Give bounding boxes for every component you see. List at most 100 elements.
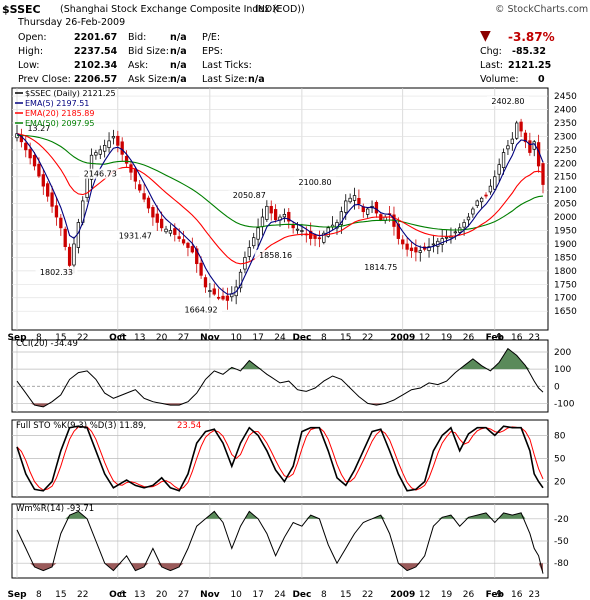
x-tick-label: 2009 [390,333,415,343]
sto-tick-label: 50 [554,455,566,465]
ask-label: Ask: [128,60,149,71]
candle-body [374,201,379,214]
price-tick-label: 2100 [554,186,577,196]
candle-body [181,239,186,244]
volume-value: 0 [538,74,545,85]
candle-body [339,211,344,225]
price-legend-entry: EMA(5) 2197.51 [25,99,89,108]
price-legend-entry: $SSEC (Daily) 2121.25 [25,89,116,98]
candle-body [186,242,190,248]
price-tick-label: 2450 [554,92,577,102]
candle-body [142,193,146,200]
candle-body [173,228,177,235]
candle-body [541,163,545,185]
sto-tick-label: 20 [554,478,566,488]
x-tick-label: 19 [441,590,453,600]
x-tick-label: 23 [529,590,540,600]
candle-body [418,250,422,253]
candle-body [72,243,76,266]
candle-body [344,200,348,213]
x-tick-label: 26 [463,590,475,600]
wpr-tick-label: -50 [554,537,569,547]
candle-body [453,231,457,234]
x-tick-label: 24 [274,333,286,343]
sto-k-line [16,425,544,492]
x-tick-label: 8 [36,590,42,600]
candle-body [151,207,155,218]
x-tick-label: 9 [496,590,502,600]
candle-body [484,194,488,197]
candle-body [409,247,414,252]
bid-value: n/a [170,32,187,43]
x-tick-label: Sep [7,590,27,600]
x-tick-label: 6 [119,333,125,343]
candle-body [46,183,50,197]
wpr-legend: Wm%R(14) -93.71 [16,504,94,514]
exchange-label: INDX [255,4,279,15]
x-tick-label: 10 [230,333,242,343]
candle-body [265,205,269,220]
eps-label: EPS: [202,46,223,57]
candle-body [216,296,221,299]
x-tick-label: Nov [200,333,220,343]
price-panel-frame [11,87,549,331]
candle-body [98,149,102,155]
down-arrow-icon: ▼ [480,28,491,44]
open-value: 2201.67 [74,32,118,43]
price-tick-label: 1700 [554,294,577,304]
candle-body [501,152,506,168]
price-tick-label: 2300 [554,132,577,142]
bid-label: Bid: [128,32,147,43]
x-tick-label: 22 [362,333,373,343]
x-tick-label: 8 [321,333,327,343]
cci-oversold-fill [17,403,543,407]
prev-close-value: 2206.57 [74,74,118,85]
candle-body [247,247,251,257]
price-annotation: 1802.33 [40,268,73,277]
price-annotation: 2050.87 [233,191,266,200]
change-label: Chg: [480,46,502,57]
candle-body [462,222,466,228]
x-tick-label: 8 [36,333,42,343]
candle-body [133,168,138,182]
price-annotation: 1931.47 [119,232,152,241]
sto-d-line [16,426,544,491]
price-annotation-bg [180,304,222,315]
candle-body [401,239,405,245]
price-annotation-bg [114,230,157,241]
price-tick-label: 1850 [554,253,577,263]
candle-body [124,155,129,164]
percent-change: -3.87% [508,30,555,44]
price-tick-label: 2250 [554,146,577,156]
high-label: High: [18,46,44,57]
x-tick-label: 26 [463,333,475,343]
price-annotation-bg [254,249,297,260]
x-tick-label: 24 [274,590,286,600]
sto-legend: Full STO %K(9,3) %D(3) 11.89, [16,421,146,431]
candle-body [414,247,418,253]
candle-body [41,174,45,187]
x-tick-label: Dec [292,590,311,600]
candle-body [273,209,278,221]
candle-body [190,246,194,253]
sto-tick-label: 80 [554,431,566,441]
x-tick-label: 16 [511,333,523,343]
cci-line [16,347,544,408]
x-tick-label: 22 [77,333,88,343]
candle-body [24,142,28,151]
price-annotation-bg [79,168,122,179]
low-label: Low: [18,60,40,71]
x-tick-label: 15 [55,590,66,600]
price-tick-label: 2150 [554,173,577,183]
candle-body [357,198,361,204]
candle-body [444,236,449,239]
cci-tick-label: 200 [554,348,571,358]
bid-size-value: n/a [170,46,187,57]
candle-body [54,205,59,218]
wpr-tick-label: -80 [554,559,569,569]
bid-size-label: Bid Size: [128,46,169,57]
x-tick-label: 12 [419,590,430,600]
credit-label: © StockCharts.com [495,4,589,15]
x-tick-label: 15 [340,333,351,343]
